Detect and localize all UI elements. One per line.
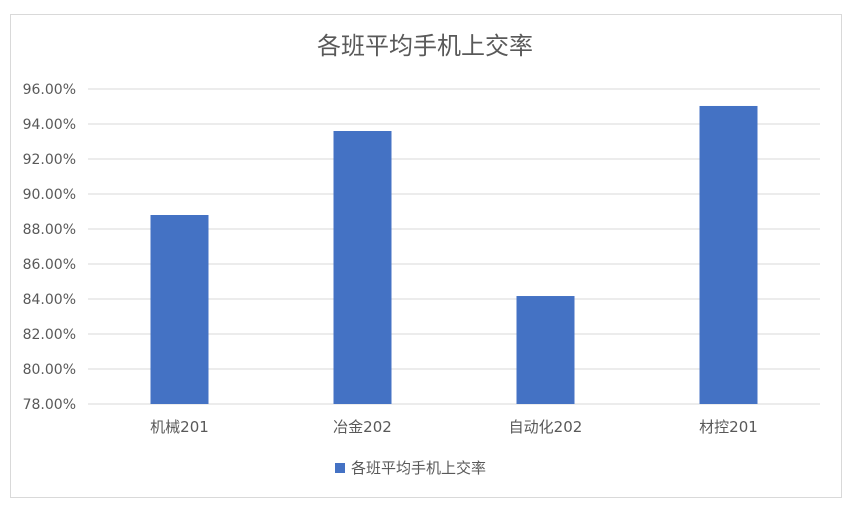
y-tick-label: 82.00% <box>23 327 76 343</box>
x-tick-label: 机械201 <box>150 418 209 436</box>
y-tick-label: 84.00% <box>23 292 76 308</box>
bar <box>516 296 575 404</box>
y-tick-label: 90.00% <box>23 187 76 203</box>
y-tick-label: 94.00% <box>23 117 76 133</box>
chart-title: 各班平均手机上交率 <box>317 32 533 60</box>
y-tick-label: 78.00% <box>23 397 76 413</box>
y-tick-label: 92.00% <box>23 152 76 168</box>
x-tick-label: 冶金202 <box>333 418 392 436</box>
bar <box>699 105 758 404</box>
y-tick-label: 86.00% <box>23 257 76 273</box>
y-tick-label: 96.00% <box>23 82 76 98</box>
y-tick-label: 88.00% <box>23 222 76 238</box>
x-tick-label: 自动化202 <box>509 418 583 436</box>
y-tick-label: 80.00% <box>23 362 76 378</box>
bar <box>333 131 392 404</box>
bar <box>150 215 209 404</box>
legend-label: 各班平均手机上交率 <box>351 459 486 477</box>
legend-swatch <box>335 463 345 473</box>
x-tick-label: 材控201 <box>699 418 758 436</box>
